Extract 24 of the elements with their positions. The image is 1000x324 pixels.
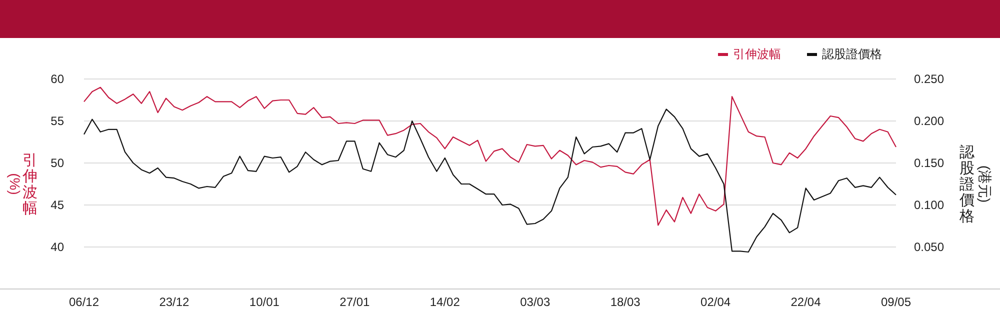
y2-tick-label: 0.150 — [914, 156, 944, 170]
legend-label: 引伸波幅 — [733, 47, 781, 61]
x-tick-label: 22/04 — [790, 295, 822, 309]
line-series — [83, 86, 897, 226]
y2-tick-label: 0.100 — [914, 198, 944, 212]
y-tick-label: 60 — [50, 72, 64, 86]
x-tick-label: 06/12 — [68, 295, 100, 309]
x-tick-label: 10/01 — [249, 295, 280, 309]
y-tick-label: 40 — [50, 240, 64, 254]
y-tick-label: 50 — [50, 156, 64, 170]
line-series — [83, 108, 897, 253]
x-tick-label: 02/04 — [700, 295, 731, 309]
legend-label: 認股證價格 — [822, 47, 882, 61]
x-tick-label: 23/12 — [159, 295, 190, 309]
y2-tick-label: 0.200 — [914, 114, 944, 128]
y-tick-label: 45 — [50, 198, 64, 212]
x-tick-label: 27/01 — [340, 295, 370, 309]
x-tick-label: 14/02 — [430, 295, 460, 309]
x-tick-label: 18/03 — [610, 295, 641, 309]
y-tick-label: 55 — [50, 114, 64, 128]
y2-tick-label: 0.250 — [914, 72, 944, 86]
y2-tick-label: 0.050 — [914, 240, 944, 254]
x-tick-label: 03/03 — [520, 295, 550, 309]
x-tick-label: 09/05 — [880, 295, 912, 309]
